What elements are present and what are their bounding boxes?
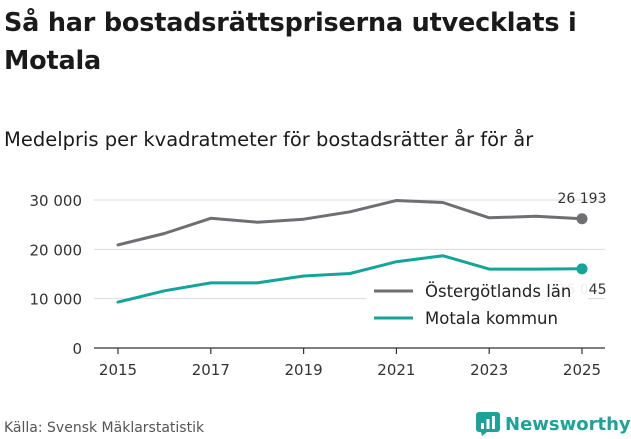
legend-label: Motala kommun: [425, 309, 558, 328]
x-tick-label: 2019: [285, 361, 323, 379]
legend-label: Östergötlands län: [425, 282, 571, 301]
source-note: Källa: Svensk Mäklarstatistik: [4, 420, 205, 436]
legend-background: [366, 277, 588, 333]
x-tick-label: 2015: [99, 361, 137, 379]
series-endpoint: [576, 263, 588, 275]
series-endpoint: [576, 213, 588, 225]
brand-logo: Newsworthy: [476, 409, 631, 439]
y-axis: 0 10 000 20 000 30 000: [30, 192, 83, 358]
chart-title: Så har bostadsrättspriserna utvecklats i…: [4, 8, 577, 76]
series-line: [116, 254, 584, 304]
y-tick-label: 0: [72, 340, 82, 358]
x-tick-label: 2025: [563, 361, 601, 379]
y-tick-label: 10 000: [30, 291, 83, 309]
newsworthy-logo-icon: [476, 412, 500, 436]
legend: Östergötlands län Motala kommun: [366, 277, 588, 333]
y-tick-label: 20 000: [30, 241, 83, 259]
series-line: [116, 199, 584, 247]
series-end-label: 26 193: [558, 191, 607, 207]
y-tick-label: 30 000: [30, 192, 83, 210]
x-tick-label: 2023: [470, 361, 508, 379]
brand-name: Newsworthy: [505, 413, 631, 435]
x-tick-label: 2017: [192, 361, 230, 379]
x-tick-label: 2021: [377, 361, 415, 379]
x-axis: 2015 2017 2019 2021 2023 2025: [94, 347, 605, 379]
chart-subtitle: Medelpris per kvadratmeter för bostadsrä…: [4, 128, 534, 151]
